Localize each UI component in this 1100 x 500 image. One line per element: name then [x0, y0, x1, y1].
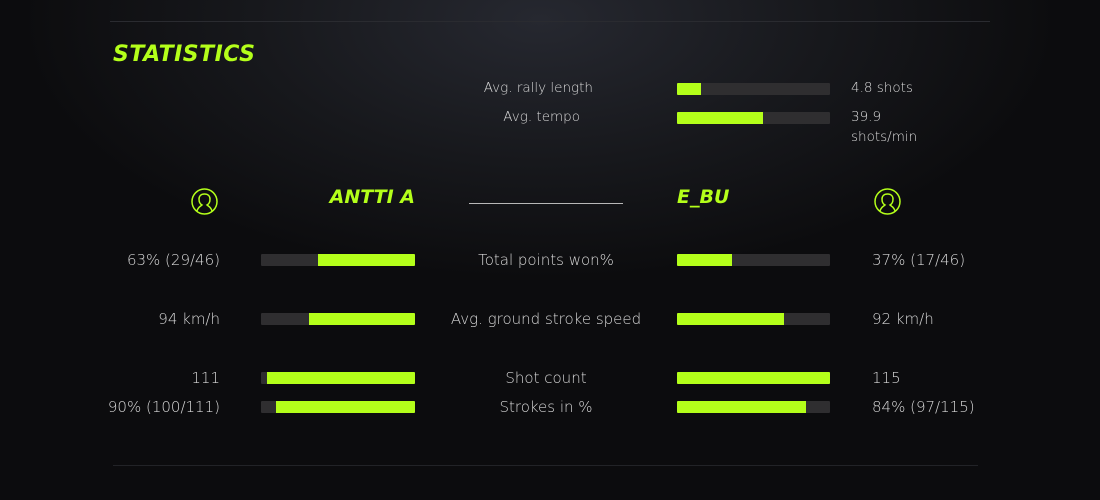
stat-label: Strokes in %	[499, 398, 593, 416]
stat-left-bar-fill	[276, 401, 415, 413]
stat-left-bar	[261, 401, 415, 413]
stat-left-bar-fill	[267, 372, 415, 384]
stat-left-value: 111	[191, 369, 220, 387]
summary-value-unit: shots/min	[851, 129, 918, 145]
stat-right-value: 92 km/h	[872, 310, 934, 328]
summary-label: Avg. rally length	[483, 80, 593, 96]
stat-left-bar	[261, 313, 415, 325]
stat-right-bar-fill	[677, 372, 830, 384]
stat-right-bar	[677, 401, 830, 413]
stat-label: Shot count	[505, 369, 587, 387]
stat-label: Total points won%	[478, 251, 614, 269]
stat-left-value: 63% (29/46)	[126, 251, 220, 269]
stat-left-bar	[261, 372, 415, 384]
stat-right-bar-fill	[677, 254, 733, 266]
stat-right-value: 84% (97/115)	[872, 398, 975, 416]
stat-right-bar	[677, 313, 830, 325]
stat-label: Avg. ground stroke speed	[450, 310, 642, 328]
summary-value: 4.8 shots	[851, 80, 913, 96]
user-icon	[874, 188, 901, 215]
summary-bar-fill	[677, 112, 763, 124]
summary-value: 39.9	[851, 109, 882, 125]
summary-bar-fill	[677, 83, 702, 95]
stat-right-value: 115	[872, 369, 901, 387]
summary-bar	[677, 83, 830, 95]
user-icon	[191, 188, 218, 215]
stat-right-bar-fill	[677, 313, 785, 325]
page-title: STATISTICS	[113, 42, 256, 67]
stat-left-value: 94 km/h	[158, 310, 220, 328]
stat-left-bar	[261, 254, 415, 266]
top-divider	[110, 21, 990, 22]
stat-right-value: 37% (17/46)	[872, 251, 966, 269]
stat-left-bar-fill	[317, 254, 415, 266]
summary-bar	[677, 112, 830, 124]
stat-left-bar-fill	[308, 313, 415, 325]
stat-right-bar	[677, 254, 830, 266]
player-right-name: E_BU	[677, 186, 730, 208]
stat-right-bar	[677, 372, 830, 384]
stat-left-value: 90% (100/111)	[107, 398, 220, 416]
player-left-name: ANTTI A	[329, 186, 415, 208]
stat-right-bar-fill	[677, 401, 806, 413]
summary-label: Avg. tempo	[503, 109, 580, 125]
bottom-divider	[113, 465, 978, 466]
header-separator	[469, 203, 623, 204]
